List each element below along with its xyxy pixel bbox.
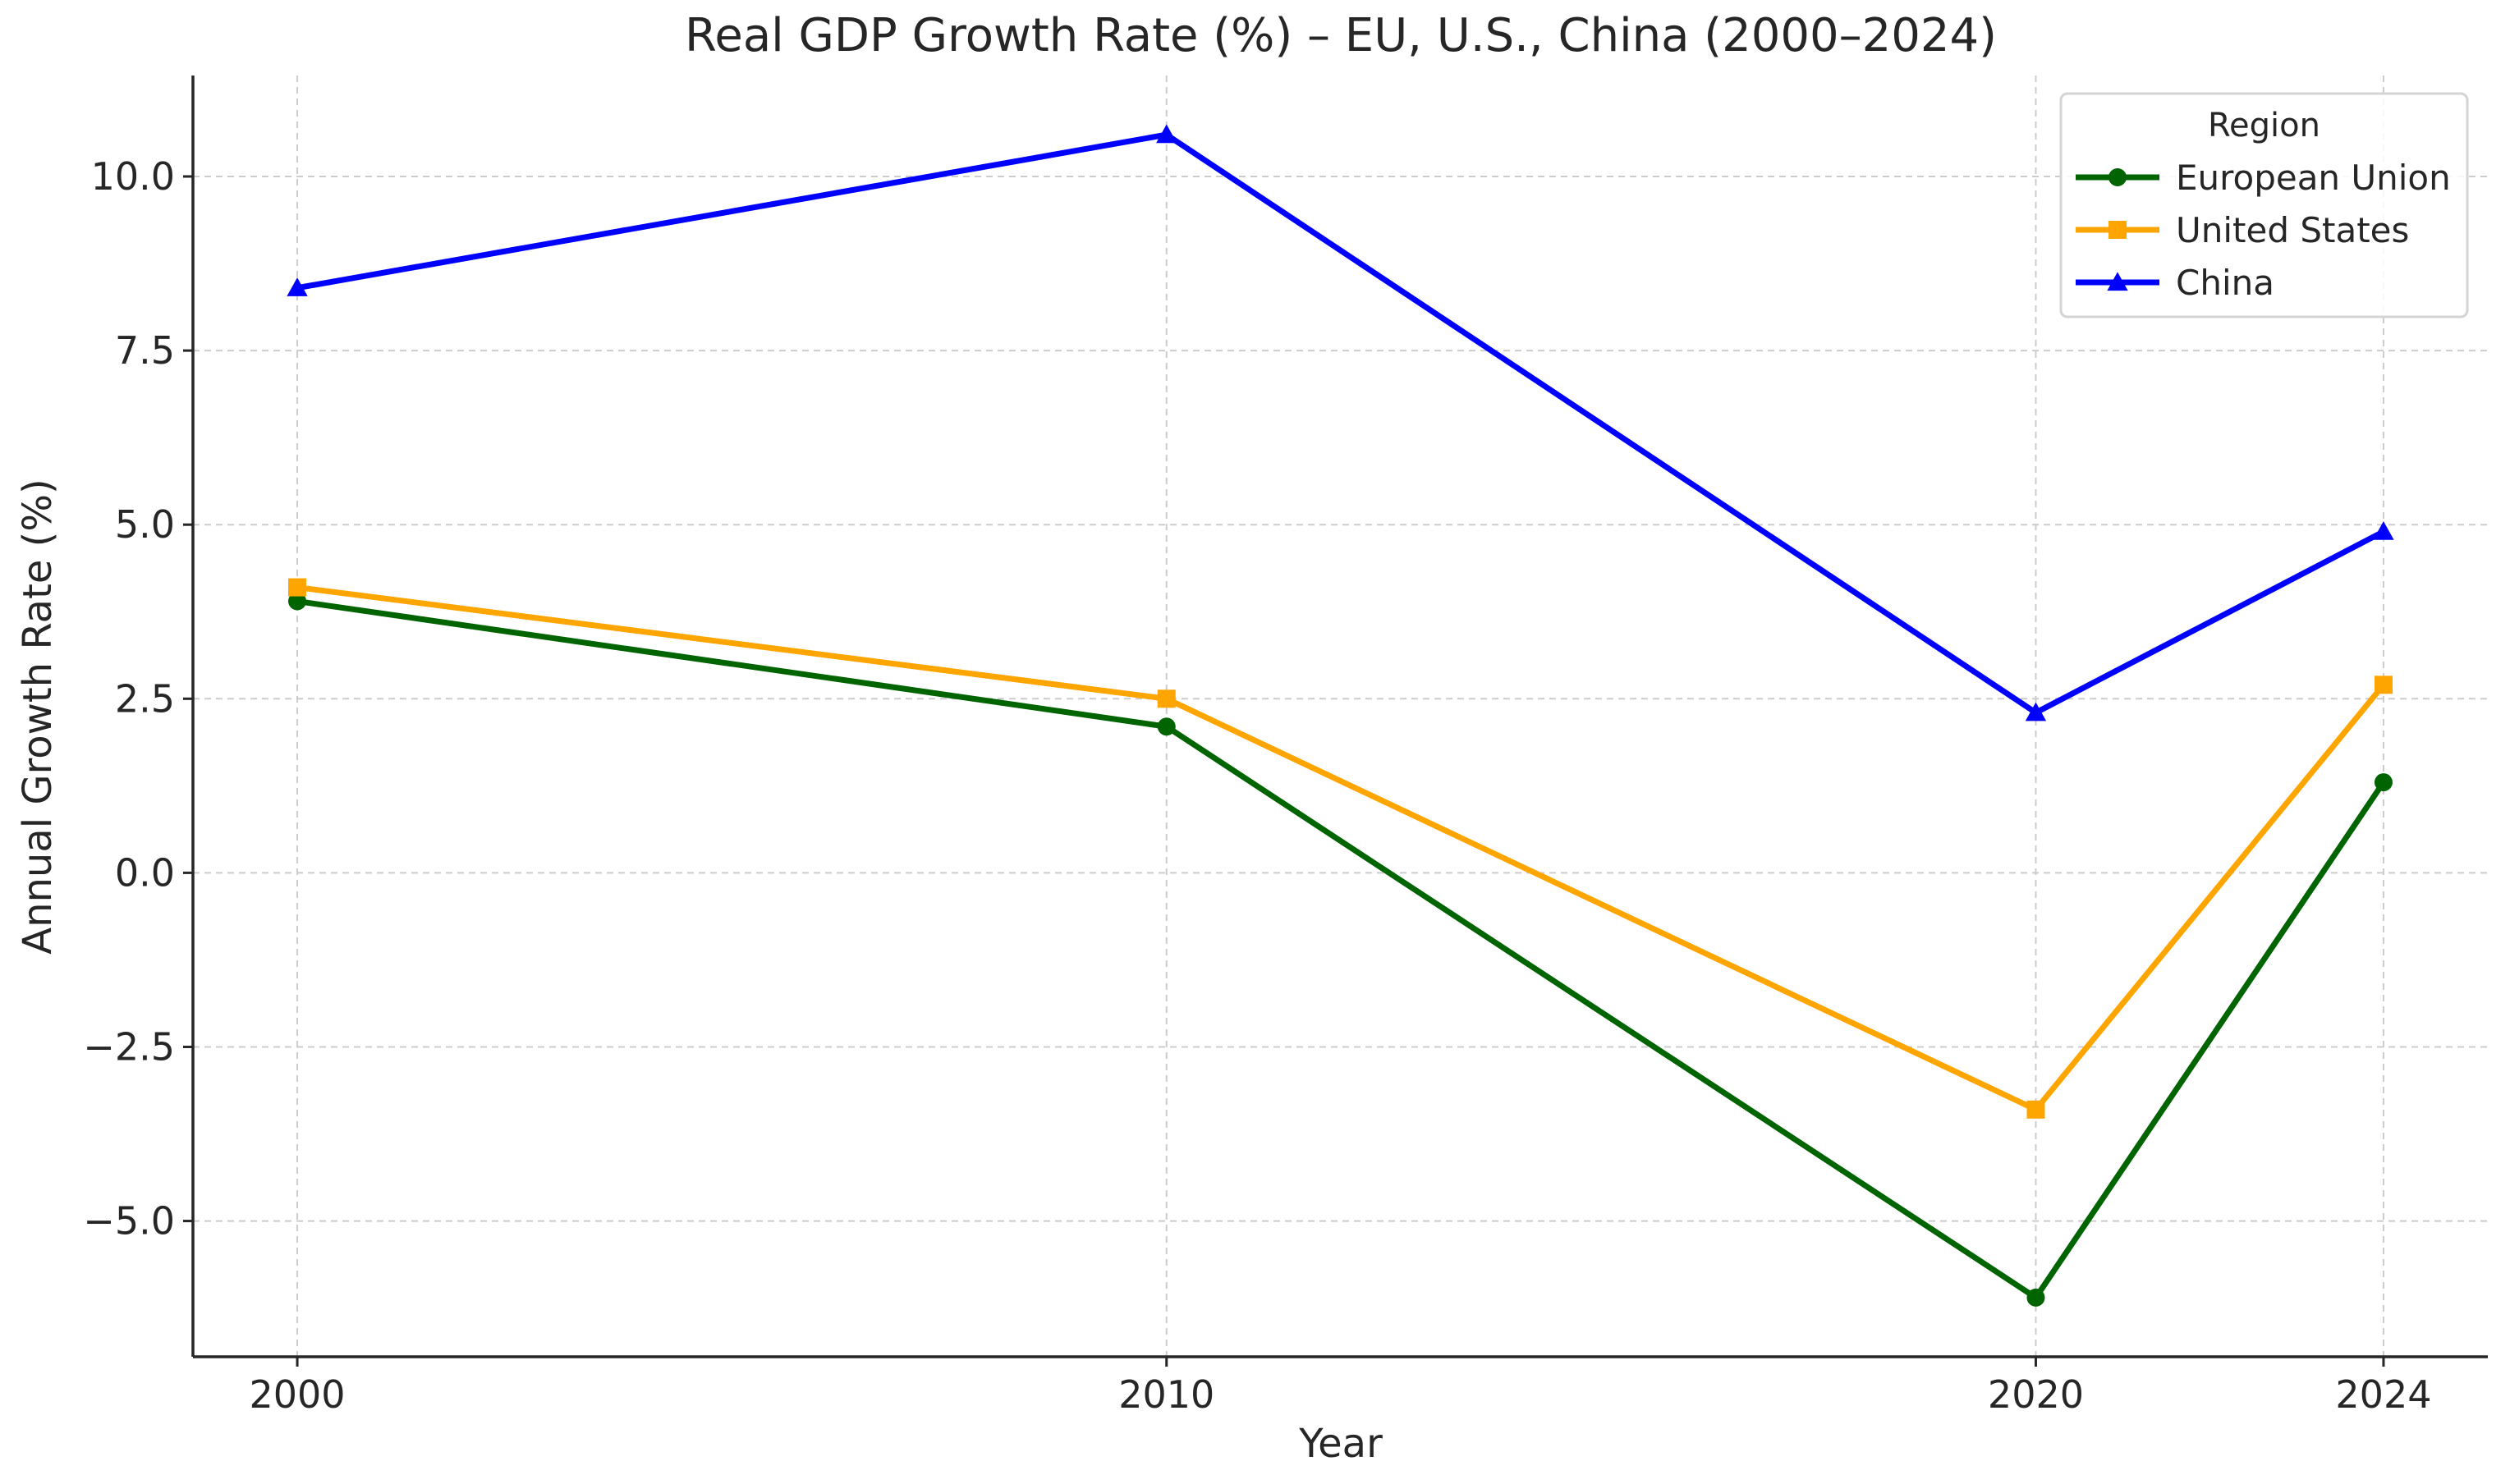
data-point-european-union [2374,773,2393,792]
x-tick-label: 2020 [1988,1372,2084,1417]
data-point-united-states [2026,1100,2045,1119]
data-point-china [2025,702,2047,721]
x-axis-label: Year [1298,1421,1383,1467]
x-tick-label: 2024 [2335,1372,2431,1417]
data-point-european-union [2026,1288,2045,1307]
data-point-china [2373,521,2394,540]
y-tick-label: 7.5 [115,328,175,373]
data-point-united-states [2374,676,2393,694]
data-point-united-states [1157,689,1176,708]
y-tick-label: −2.5 [83,1024,175,1069]
legend-marker-european-union [2108,168,2127,186]
y-tick-label: 2.5 [115,676,175,721]
x-tick-label: 2000 [250,1372,346,1417]
data-point-united-states [288,578,307,597]
chart-title: Real GDP Growth Rate (%) – EU, U.S., Chi… [685,9,1997,62]
legend-label-united-states: United States [2176,210,2409,250]
data-point-european-union [1157,717,1176,736]
series-layer [287,124,2394,1307]
data-point-european-union [288,592,307,611]
legend-label-china: China [2176,263,2274,303]
legend-title: Region [2208,107,2320,144]
data-point-china [287,277,308,296]
y-tick-label: 10.0 [91,154,175,199]
y-tick-label: −5.0 [83,1199,175,1244]
y-tick-label: 0.0 [115,850,175,895]
legend: Region European Union United States China [2059,92,2469,318]
series-line-european-union [294,598,2387,1301]
series-line-united-states [294,584,2387,1113]
legend-box [2059,92,2469,318]
legend-marker-united-states [2108,221,2127,239]
y-tick-label: 5.0 [115,502,175,547]
y-axis-label: Annual Growth Rate (%) [15,479,61,955]
series-line-china [294,131,2387,716]
x-tick-label: 2010 [1118,1372,1214,1417]
axes-layer: −5.0 −2.5 0.0 2.5 5.0 7.5 10.0 2000 2010 2020 2024 [83,76,2488,1417]
legend-marker-china [2107,272,2128,291]
legend-label-european-union: European Union [2176,158,2451,198]
data-point-china [1156,124,1177,144]
